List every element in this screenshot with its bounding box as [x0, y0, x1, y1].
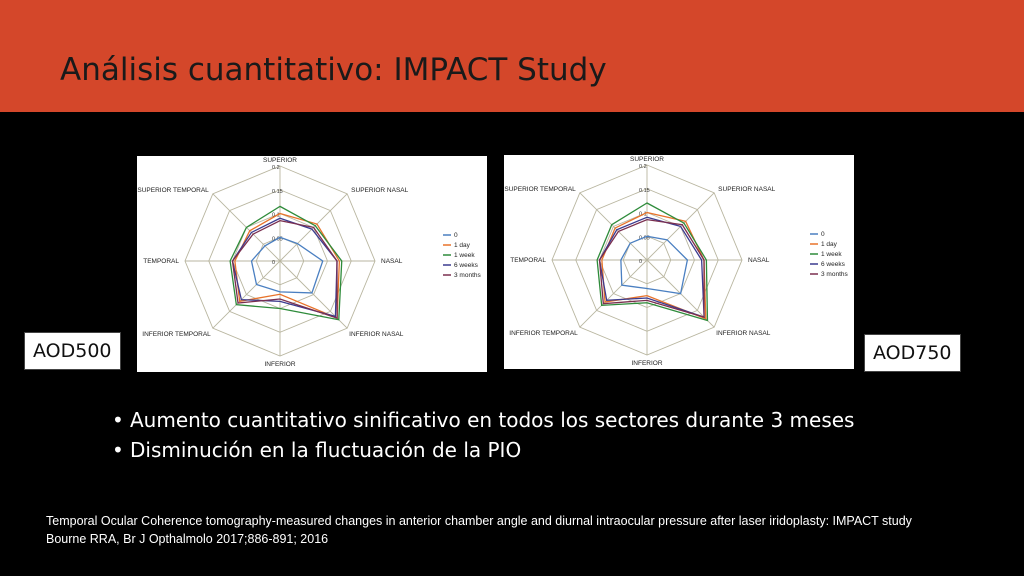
axis-label: INFERIOR NASAL — [716, 330, 771, 337]
radial-tick-label: 0 — [639, 259, 642, 265]
bullet-item: Aumento cuantitativo sinificativo en tod… — [112, 405, 854, 435]
badge-aod750: AOD750 — [864, 334, 961, 372]
citation-line: Bourne RRA, Br J Opthalmolo 2017;886-891… — [46, 532, 329, 546]
series-line-1-day — [234, 212, 341, 320]
axis-label: TEMPORAL — [510, 257, 546, 264]
axis-spoke — [579, 259, 648, 328]
radial-tick-label: 0 — [272, 260, 275, 266]
series-line-1-week — [596, 202, 709, 322]
legend-label: 1 day — [821, 241, 838, 248]
series-line-3-months — [231, 219, 338, 320]
legend-label: 1 week — [454, 252, 475, 259]
axis-label: TEMPORAL — [143, 258, 179, 265]
radial-tick-label: 0.15 — [272, 189, 283, 195]
legend-label: 0 — [821, 231, 825, 238]
citation-line: Temporal Ocular Coherence tomography-mea… — [46, 514, 912, 528]
axis-label: INFERIOR TEMPORAL — [509, 330, 578, 337]
series-line-0 — [620, 235, 689, 295]
axis-label: INFERIOR NASAL — [349, 331, 404, 338]
axis-spoke — [212, 260, 281, 329]
axis-label: NASAL — [381, 258, 403, 265]
axis-label: SUPERIOR NASAL — [718, 186, 775, 193]
series-line-6-weeks — [231, 217, 338, 318]
legend-label: 6 weeks — [821, 261, 846, 268]
series-line-1-week — [229, 205, 343, 321]
badge-aod500: AOD500 — [24, 332, 121, 370]
legend-label: 1 week — [821, 251, 842, 258]
axis-label: INFERIOR TEMPORAL — [142, 331, 211, 338]
radial-tick-label: 0.15 — [639, 188, 650, 194]
radial-tick-label: 0.2 — [272, 165, 280, 171]
slide-title: Análisis cuantitativo: IMPACT Study — [60, 52, 607, 88]
radar-chart-aod750: 0 0.05 0.1 0.15 0.2 SUPERIOR SUPERIOR NASAL NAS… — [504, 155, 854, 369]
legend-label: 3 months — [821, 271, 848, 278]
bullet-list: Aumento cuantitativo sinificativo en tod… — [112, 405, 854, 465]
axis-label: SUPERIOR NASAL — [351, 187, 408, 194]
axis-label: SUPERIOR TEMPORAL — [504, 186, 576, 193]
series-line-0 — [250, 236, 324, 294]
axis-label: INFERIOR — [264, 361, 295, 368]
legend-label: 6 weeks — [454, 262, 479, 269]
radial-tick-label: 0.05 — [639, 235, 650, 241]
series-line-3-months — [598, 218, 705, 318]
axis-label: SUPERIOR — [263, 157, 297, 164]
axis-spoke — [579, 192, 648, 261]
title-banner: Análisis cuantitativo: IMPACT Study — [0, 0, 1024, 112]
radar-chart-aod500: 0 0.05 0.1 0.15 0.2 SUPERIOR SUPERIOR NASAL NAS… — [137, 156, 487, 372]
series-line-6-weeks — [598, 216, 705, 319]
axis-label: INFERIOR — [631, 360, 662, 367]
series-line-1-day — [601, 211, 707, 320]
bullet-item: Disminución en la fluctuación de la PIO — [112, 435, 854, 465]
radial-tick-label: 0.2 — [639, 164, 647, 170]
axis-label: SUPERIOR TEMPORAL — [137, 187, 209, 194]
axis-label: SUPERIOR — [630, 156, 664, 163]
legend-label: 3 months — [454, 272, 481, 279]
legend-label: 1 day — [454, 242, 471, 249]
citation: Temporal Ocular Coherence tomography-mea… — [46, 512, 912, 548]
legend-label: 0 — [454, 232, 458, 239]
axis-label: NASAL — [748, 257, 770, 264]
